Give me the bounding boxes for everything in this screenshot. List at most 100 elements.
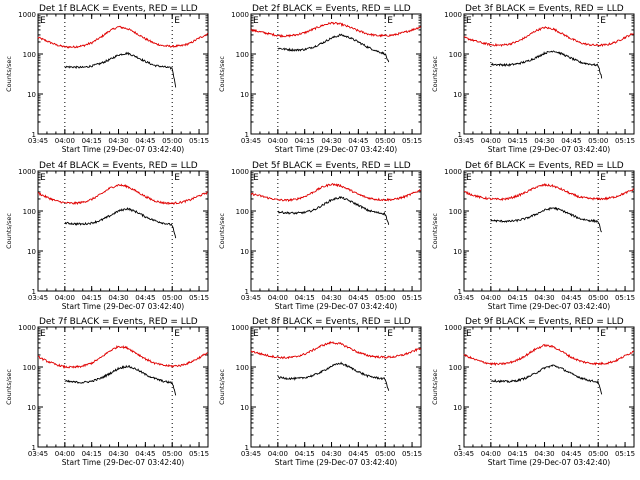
y-axis-label: Counts/sec	[5, 56, 13, 92]
x-axis-label: Start Time (29-Dec-07 03:42:40)	[488, 145, 610, 154]
x-axis-label: Start Time (29-Dec-07 03:42:40)	[275, 145, 397, 154]
y-tick-label: 1	[458, 444, 462, 452]
detector-panel-8: Det 8f BLACK = Events, RED = LLD 1 10 100 10…	[218, 317, 422, 467]
x-tick-label: 04:00	[481, 450, 501, 458]
x-tick-label: 05:00	[162, 137, 182, 145]
event-marker-label: E	[174, 329, 180, 339]
y-tick-label: 1	[245, 444, 249, 452]
panel-title: Det 6f BLACK = Events, RED = LLD	[465, 161, 624, 171]
x-tick-label: 05:00	[162, 450, 182, 458]
x-tick-label: 04:15	[82, 450, 102, 458]
event-marker-label: E	[600, 16, 606, 26]
plot-frame	[250, 170, 422, 292]
y-tick-label: 100	[236, 51, 249, 59]
x-tick-label: 04:30	[108, 137, 128, 145]
x-tick-label: 04:30	[108, 450, 128, 458]
x-tick-label: 05:00	[375, 294, 395, 302]
x-tick-label: 04:45	[561, 294, 581, 302]
lld-rate-line	[463, 182, 634, 202]
y-tick-label: 1000	[231, 324, 249, 332]
x-tick-label: 04:30	[534, 137, 554, 145]
y-tick-label: 1000	[444, 324, 462, 332]
events-rate-line	[277, 33, 390, 63]
detector-panel-9: Det 9f BLACK = Events, RED = LLD 1 10 100 10…	[431, 317, 635, 467]
x-tick-label: 04:00	[55, 450, 75, 458]
event-marker-label: E	[253, 329, 259, 339]
x-tick-label: 04:00	[268, 137, 288, 145]
events-rate-line	[490, 50, 603, 79]
y-tick-label: 100	[236, 208, 249, 216]
x-tick-label: 03:45	[454, 137, 474, 145]
panel-title: Det 7f BLACK = Events, RED = LLD	[39, 317, 198, 327]
x-tick-label: 04:15	[508, 450, 528, 458]
x-tick-label: 05:15	[189, 294, 209, 302]
event-marker-label: E	[387, 16, 393, 26]
x-axis-label: Start Time (29-Dec-07 03:42:40)	[488, 458, 610, 467]
x-tick-label: 04:30	[534, 450, 554, 458]
events-rate-line	[64, 207, 177, 239]
y-axis-label: Counts/sec	[431, 369, 439, 405]
event-marker-label: E	[40, 173, 46, 183]
y-tick-label: 100	[23, 208, 36, 216]
x-tick-label: 04:15	[295, 294, 315, 302]
x-tick-label: 04:45	[348, 450, 368, 458]
x-tick-label: 05:15	[402, 137, 422, 145]
y-tick-label: 100	[449, 51, 462, 59]
x-tick-label: 04:30	[534, 294, 554, 302]
events-rate-line	[64, 364, 177, 396]
event-marker-label: E	[466, 329, 472, 339]
x-tick-label: 05:15	[615, 294, 635, 302]
x-tick-label: 05:15	[615, 450, 635, 458]
x-tick-label: 04:30	[108, 294, 128, 302]
y-tick-label: 1000	[231, 11, 249, 19]
plot-frame	[463, 326, 635, 448]
panel-title: Det 8f BLACK = Events, RED = LLD	[252, 317, 411, 327]
x-tick-label: 04:45	[561, 137, 581, 145]
y-tick-label: 1	[458, 288, 462, 296]
x-tick-label: 04:00	[268, 450, 288, 458]
detector-panel-6: Det 6f BLACK = Events, RED = LLD 1 10 100 10…	[431, 161, 635, 311]
y-tick-label: 10	[27, 248, 36, 256]
lld-rate-line	[250, 341, 422, 360]
y-tick-label: 10	[240, 404, 249, 412]
y-tick-label: 10	[27, 404, 36, 412]
event-marker-label: E	[600, 329, 606, 339]
event-marker-label: E	[253, 173, 259, 183]
x-tick-label: 05:00	[588, 137, 608, 145]
x-tick-label: 05:00	[375, 450, 395, 458]
panel-title: Det 4f BLACK = Events, RED = LLD	[39, 161, 198, 171]
y-tick-label: 10	[453, 248, 462, 256]
detector-panel-7: Det 7f BLACK = Events, RED = LLD 1 10 100 10…	[5, 317, 209, 467]
x-tick-label: 03:45	[28, 450, 48, 458]
x-tick-label: 04:30	[321, 137, 341, 145]
lld-rate-line	[250, 183, 421, 203]
x-tick-label: 04:45	[348, 137, 368, 145]
y-tick-label: 1	[32, 131, 36, 139]
x-tick-label: 04:15	[295, 450, 315, 458]
x-tick-label: 05:00	[588, 450, 608, 458]
x-tick-label: 04:00	[268, 294, 288, 302]
y-tick-label: 100	[236, 364, 249, 372]
y-tick-label: 1	[32, 444, 36, 452]
y-axis-label: Counts/sec	[431, 213, 439, 249]
x-tick-label: 04:00	[481, 294, 501, 302]
x-tick-label: 03:45	[241, 137, 261, 145]
y-tick-label: 10	[27, 91, 36, 99]
panel-title: Det 1f BLACK = Events, RED = LLD	[39, 4, 198, 14]
events-rate-line	[277, 196, 390, 225]
x-tick-label: 04:45	[135, 137, 155, 145]
y-tick-label: 1000	[18, 11, 36, 19]
events-rate-line	[277, 361, 390, 391]
x-tick-label: 04:30	[321, 450, 341, 458]
y-tick-label: 10	[453, 404, 462, 412]
y-tick-label: 10	[240, 91, 249, 99]
x-tick-label: 03:45	[454, 450, 474, 458]
y-tick-label: 1000	[444, 11, 462, 19]
x-tick-label: 03:45	[28, 137, 48, 145]
x-axis-label: Start Time (29-Dec-07 03:42:40)	[275, 458, 397, 467]
plot-frame	[250, 326, 422, 448]
x-tick-label: 03:45	[241, 450, 261, 458]
x-axis-label: Start Time (29-Dec-07 03:42:40)	[62, 302, 184, 311]
y-tick-label: 100	[449, 208, 462, 216]
